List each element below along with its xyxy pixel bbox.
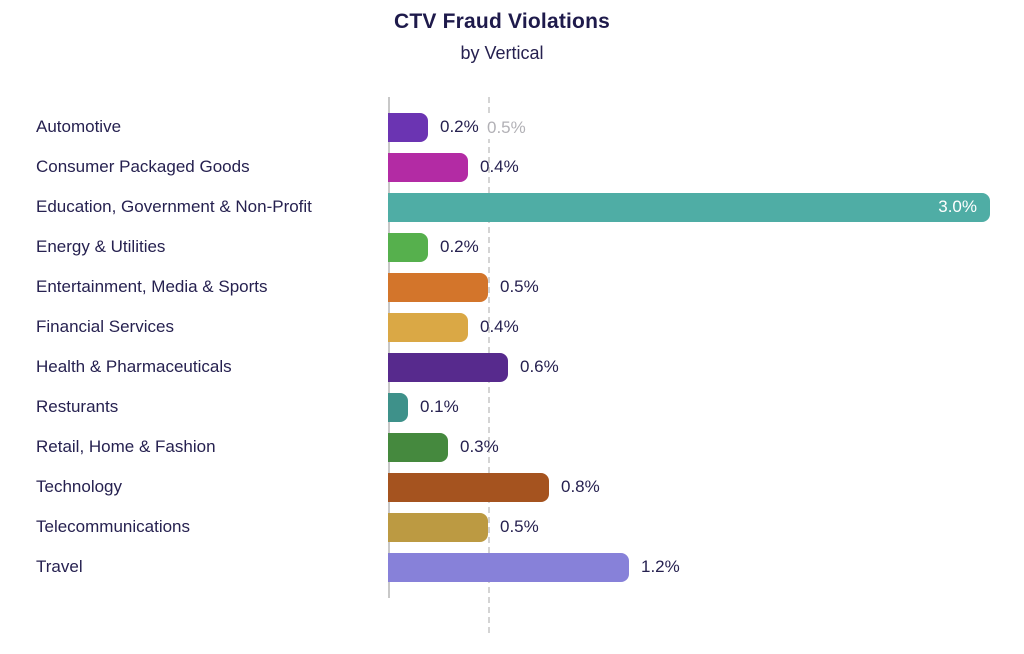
value-label: 0.3%	[460, 437, 499, 456]
bar-track: 3.0%	[388, 192, 1024, 222]
bar	[388, 352, 508, 382]
bar	[388, 392, 408, 422]
category-label: Travel	[36, 557, 83, 576]
category-label: Entertainment, Media & Sports	[36, 277, 268, 296]
chart-row: Travel 1.2%	[0, 547, 1024, 587]
bar-track: 0.4%	[388, 312, 1024, 342]
value-label: 0.2%	[440, 117, 479, 136]
chart-row: Energy & Utilities 0.2%	[0, 227, 1024, 267]
chart-row: Technology 0.8%	[0, 467, 1024, 507]
chart-row: Telecommunications 0.5%	[0, 507, 1024, 547]
bar	[388, 432, 448, 462]
bar-chart: 0.5% Automotive 0.2% Consumer Packaged Goo…	[0, 97, 1024, 637]
bar	[388, 272, 488, 302]
category-label: Automotive	[36, 117, 122, 136]
category-label: Education, Government & Non-Profit	[36, 197, 312, 216]
category-label: Financial Services	[36, 317, 174, 336]
value-label: 0.1%	[420, 397, 459, 416]
category-label: Telecommunications	[36, 517, 191, 536]
bar	[388, 512, 488, 542]
bar	[388, 472, 549, 502]
bar-track: 0.8%	[388, 472, 1024, 502]
bar-track: 0.2%	[388, 112, 1024, 142]
chart-row: Financial Services 0.4%	[0, 307, 1024, 347]
value-label: 1.2%	[641, 557, 680, 576]
bar: 3.0%	[388, 192, 990, 222]
reference-line-label: 0.5%	[485, 117, 528, 139]
bar	[388, 232, 428, 262]
bar-track: 1.2%	[388, 552, 1024, 582]
bar	[388, 552, 629, 582]
category-label: Consumer Packaged Goods	[36, 157, 250, 176]
value-label: 0.5%	[500, 517, 539, 536]
bar-track: 0.1%	[388, 392, 1024, 422]
chart-title: CTV Fraud Violations	[394, 10, 610, 33]
chart-row: Health & Pharmaceuticals 0.6%	[0, 347, 1024, 387]
chart-row: Resturants 0.1%	[0, 387, 1024, 427]
bar-track: 0.5%	[388, 512, 1024, 542]
bar-track: 0.2%	[388, 232, 1024, 262]
chart-row: Entertainment, Media & Sports 0.5%	[0, 267, 1024, 307]
chart-rows: Automotive 0.2% Consumer Packaged Goods 0.4…	[0, 107, 1024, 587]
bar-track: 0.3%	[388, 432, 1024, 462]
bar-track: 0.4%	[388, 152, 1024, 182]
chart-row: Retail, Home & Fashion 0.3%	[0, 427, 1024, 467]
value-label: 0.6%	[520, 357, 559, 376]
value-label: 3.0%	[938, 197, 977, 216]
category-label: Resturants	[36, 397, 119, 416]
value-label: 0.5%	[500, 277, 539, 296]
bar	[388, 152, 468, 182]
bar-track: 0.6%	[388, 352, 1024, 382]
chart-row: Education, Government & Non-Profit 3.0%	[0, 187, 1024, 227]
category-label: Retail, Home & Fashion	[36, 437, 216, 456]
value-label: 0.4%	[480, 157, 519, 176]
category-label: Technology	[36, 477, 123, 496]
chart-header: CTV Fraud Violations by Vertical	[0, 10, 1004, 64]
category-label: Energy & Utilities	[36, 237, 166, 256]
chart-row: Automotive 0.2%	[0, 107, 1024, 147]
value-label: 0.4%	[480, 317, 519, 336]
bar-track: 0.5%	[388, 272, 1024, 302]
value-label: 0.2%	[440, 237, 479, 256]
y-axis-line	[388, 97, 390, 598]
bar	[388, 312, 468, 342]
bar	[388, 112, 428, 142]
chart-row: Consumer Packaged Goods 0.4%	[0, 147, 1024, 187]
value-label: 0.8%	[561, 477, 600, 496]
chart-subtitle: by Vertical	[460, 43, 544, 63]
category-label: Health & Pharmaceuticals	[36, 357, 232, 376]
